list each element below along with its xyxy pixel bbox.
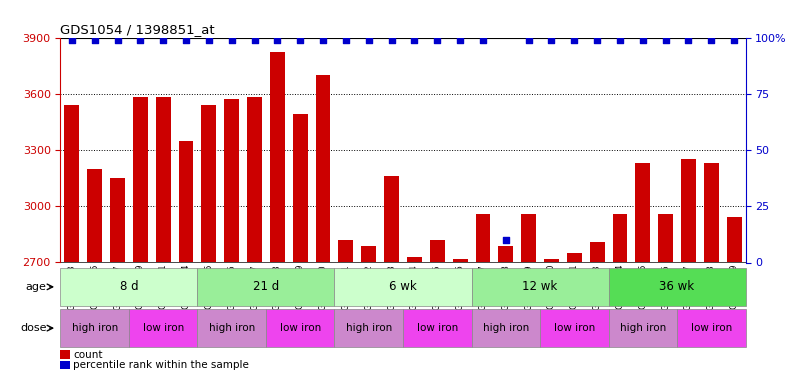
Point [476,37,489,43]
Bar [316,75,330,262]
Text: low iron: low iron [417,323,458,333]
Bar [334,268,472,306]
Point [522,37,535,43]
Bar [403,309,472,347]
Bar [681,159,696,262]
Text: low iron: low iron [691,323,732,333]
Bar [472,309,540,347]
Bar [129,309,197,347]
Text: 12 wk: 12 wk [522,280,558,293]
Text: low iron: low iron [554,323,595,333]
Bar [156,98,171,262]
Bar [339,240,353,262]
Point [317,37,330,43]
Bar [334,309,403,347]
Bar [590,242,604,262]
Bar [60,361,69,369]
Point [339,37,352,43]
Bar [613,214,627,262]
Bar [270,53,285,262]
Point [293,37,306,43]
Point [111,37,124,43]
Bar [293,114,308,262]
Point [591,37,604,43]
Bar [361,246,376,262]
Point [134,37,147,43]
Bar [430,240,445,262]
Point [728,37,741,43]
Bar [677,309,746,347]
Bar [110,178,125,262]
Bar [407,257,422,262]
Text: dose: dose [20,323,47,333]
Point [385,37,398,43]
Bar [64,105,79,262]
Point [88,37,101,43]
Text: percentile rank within the sample: percentile rank within the sample [73,360,249,370]
Point [408,37,421,43]
Text: high iron: high iron [346,323,392,333]
Point [202,37,215,43]
Text: 6 wk: 6 wk [389,280,417,293]
Bar [659,214,673,262]
Bar [60,268,197,306]
Bar [224,99,239,262]
Bar [266,309,334,347]
Bar [544,259,559,262]
Bar [635,163,650,262]
Text: count: count [73,350,102,360]
Text: 21 d: 21 d [253,280,279,293]
Point [545,37,558,43]
Bar [609,309,677,347]
Bar [704,163,719,262]
Point [704,37,717,43]
Point [454,37,467,43]
Text: 8 d: 8 d [119,280,139,293]
Point [613,37,626,43]
Bar [609,268,746,306]
Bar [197,309,266,347]
Text: high iron: high iron [483,323,529,333]
Bar [87,169,102,262]
Bar [521,214,536,262]
Bar [179,141,193,262]
Point [225,37,239,43]
Point [499,237,512,243]
Bar [384,176,399,262]
Bar [202,105,216,262]
Point [567,37,580,43]
Point [682,37,695,43]
Point [362,37,375,43]
Text: high iron: high iron [620,323,666,333]
Text: GDS1054 / 1398851_at: GDS1054 / 1398851_at [60,23,215,36]
Bar [476,214,490,262]
Bar [727,217,742,262]
Bar [540,309,609,347]
Point [271,37,284,43]
Text: high iron: high iron [72,323,118,333]
Text: low iron: low iron [280,323,321,333]
Text: low iron: low iron [143,323,184,333]
Point [65,37,78,43]
Bar [247,98,262,262]
Text: 36 wk: 36 wk [659,280,695,293]
Bar [197,268,334,306]
Bar [133,98,147,262]
Text: age: age [26,282,47,292]
Point [636,37,649,43]
Bar [472,268,609,306]
Point [248,37,261,43]
Bar [453,259,467,262]
Bar [498,246,513,262]
Point [156,37,169,43]
Point [659,37,672,43]
Text: high iron: high iron [209,323,255,333]
Bar [60,309,129,347]
Point [180,37,193,43]
Bar [60,350,69,359]
Point [430,37,443,43]
Bar [567,253,582,262]
